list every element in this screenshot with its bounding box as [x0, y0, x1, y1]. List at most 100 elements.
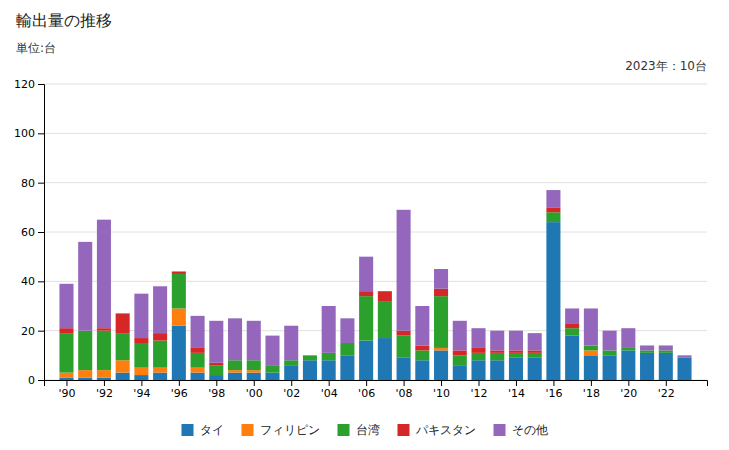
bar: [78, 370, 92, 377]
bar: [134, 338, 148, 343]
bar: [415, 345, 429, 350]
bar: [528, 350, 542, 352]
bar: [453, 365, 467, 380]
tick-label: '10: [433, 387, 450, 400]
bar: [509, 350, 523, 352]
legend-item: タイ: [182, 423, 224, 437]
tick: 20: [21, 325, 44, 338]
bar: [97, 378, 111, 380]
bar: [453, 355, 467, 365]
tick-label: '18: [583, 387, 600, 400]
tick: '08: [396, 380, 413, 400]
tick-label: '20: [620, 387, 637, 400]
grid-line: [44, 232, 707, 233]
bar: [509, 353, 523, 358]
title: 輸出量の推移: [16, 11, 112, 30]
bar: [659, 353, 673, 380]
bar: [97, 220, 111, 329]
bar: [453, 350, 467, 355]
tick: 120: [14, 78, 44, 91]
tick-mark: [38, 183, 44, 184]
bar: [172, 271, 186, 273]
bar: [153, 368, 167, 373]
legend-swatch: [494, 424, 506, 436]
tick-mark: [441, 380, 442, 386]
bar: [153, 286, 167, 333]
bar: [340, 355, 354, 380]
bar: [59, 378, 73, 380]
bar: [546, 222, 560, 380]
bar: [191, 353, 205, 368]
tick-label: '00: [246, 387, 263, 400]
tick-label: 60: [21, 226, 35, 239]
tick-mark: [404, 380, 405, 386]
bar: [153, 333, 167, 340]
tick-label: '98: [208, 387, 225, 400]
bar: [565, 336, 579, 380]
bar: [247, 321, 261, 360]
bar: [59, 284, 73, 328]
grid: [44, 84, 707, 380]
tick: '96: [171, 380, 188, 400]
bar: [509, 358, 523, 380]
grid-line: [44, 133, 707, 134]
bar: [490, 353, 504, 360]
tick-mark: [479, 380, 480, 386]
annotation: 2023年：10台: [625, 59, 707, 73]
bar: [509, 331, 523, 351]
bar: [565, 328, 579, 335]
bar: [490, 350, 504, 352]
tick: '92: [96, 380, 113, 400]
bar: [621, 350, 635, 380]
tick-mark: [179, 380, 180, 386]
tick: 60: [21, 226, 44, 239]
bar: [172, 326, 186, 380]
bar: [97, 328, 111, 330]
tick: '16: [545, 380, 562, 400]
bar: [678, 358, 692, 380]
legend: タイフィリピン台湾パキスタンその他: [182, 423, 548, 437]
bar: [172, 308, 186, 325]
tick-label: '94: [133, 387, 150, 400]
tick-label: 100: [14, 127, 35, 140]
bar: [434, 350, 448, 380]
y-label: 単位:台: [16, 41, 56, 55]
bar: [490, 360, 504, 380]
series: [59, 207, 579, 365]
tick-label: '16: [545, 387, 562, 400]
bar: [116, 360, 130, 372]
tick: '00: [246, 380, 263, 400]
tick-mark: [628, 380, 629, 386]
bar: [209, 375, 223, 380]
bar: [471, 360, 485, 380]
bar: [191, 316, 205, 348]
legend-label: 台湾: [356, 423, 380, 437]
tick-label: '08: [396, 387, 413, 400]
bar: [397, 331, 411, 336]
bar: [490, 331, 504, 351]
bar: [584, 345, 598, 350]
tick: '02: [283, 380, 300, 400]
bar: [415, 350, 429, 360]
bar: [228, 318, 242, 360]
bar: [116, 373, 130, 380]
legend-item: パキスタン: [398, 423, 476, 437]
tick: 80: [21, 177, 44, 190]
grid-line: [44, 84, 707, 85]
tick: '90: [58, 380, 75, 400]
bar: [303, 355, 317, 356]
bar: [303, 355, 317, 356]
bar: [659, 345, 673, 350]
tick-mark: [38, 281, 44, 282]
bar: [359, 291, 373, 296]
bar: [78, 378, 92, 380]
bar: [621, 348, 635, 350]
series: [59, 190, 691, 365]
tick: '94: [133, 380, 150, 400]
bar: [453, 321, 467, 351]
bar: [415, 306, 429, 345]
tick-mark: [38, 331, 44, 332]
bar: [116, 333, 130, 360]
bar: [415, 360, 429, 380]
tick-label: '14: [508, 387, 525, 400]
